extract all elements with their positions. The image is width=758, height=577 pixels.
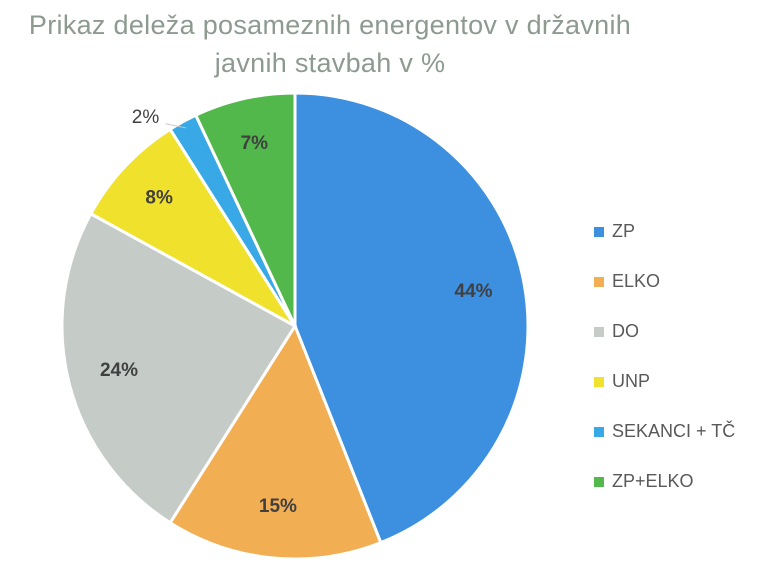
legend-marker [594, 427, 604, 437]
data-label: 15% [259, 496, 297, 517]
legend-label: SEKANCI + TČ [612, 420, 735, 441]
legend-marker [594, 477, 604, 487]
data-label: 44% [455, 281, 493, 302]
data-label: 2% [132, 107, 160, 128]
data-label: 8% [145, 187, 173, 208]
legend-label: DO [612, 321, 639, 341]
data-label: 7% [241, 133, 269, 154]
leader-line [165, 123, 187, 129]
pie-slice [168, 322, 383, 561]
legend-label: ZP [612, 221, 635, 241]
chart-title: Prikaz deleža posameznih energentov v dr… [0, 6, 660, 82]
legend-marker [594, 327, 604, 337]
legend-marker [594, 277, 604, 287]
legend-label: UNP [612, 371, 650, 391]
pie-slice [60, 211, 298, 525]
pie-slice [193, 91, 297, 327]
chart-title-text: Prikaz deleža posameznih energentov v dr… [28, 10, 632, 78]
legend-marker [594, 227, 604, 237]
data-label: 24% [100, 360, 138, 381]
legend-label: ELKO [612, 271, 660, 291]
legend-marker [594, 377, 604, 387]
pie-slice [293, 91, 530, 545]
legend-label: ZP+ELKO [612, 471, 694, 491]
pie-slice [88, 127, 297, 328]
